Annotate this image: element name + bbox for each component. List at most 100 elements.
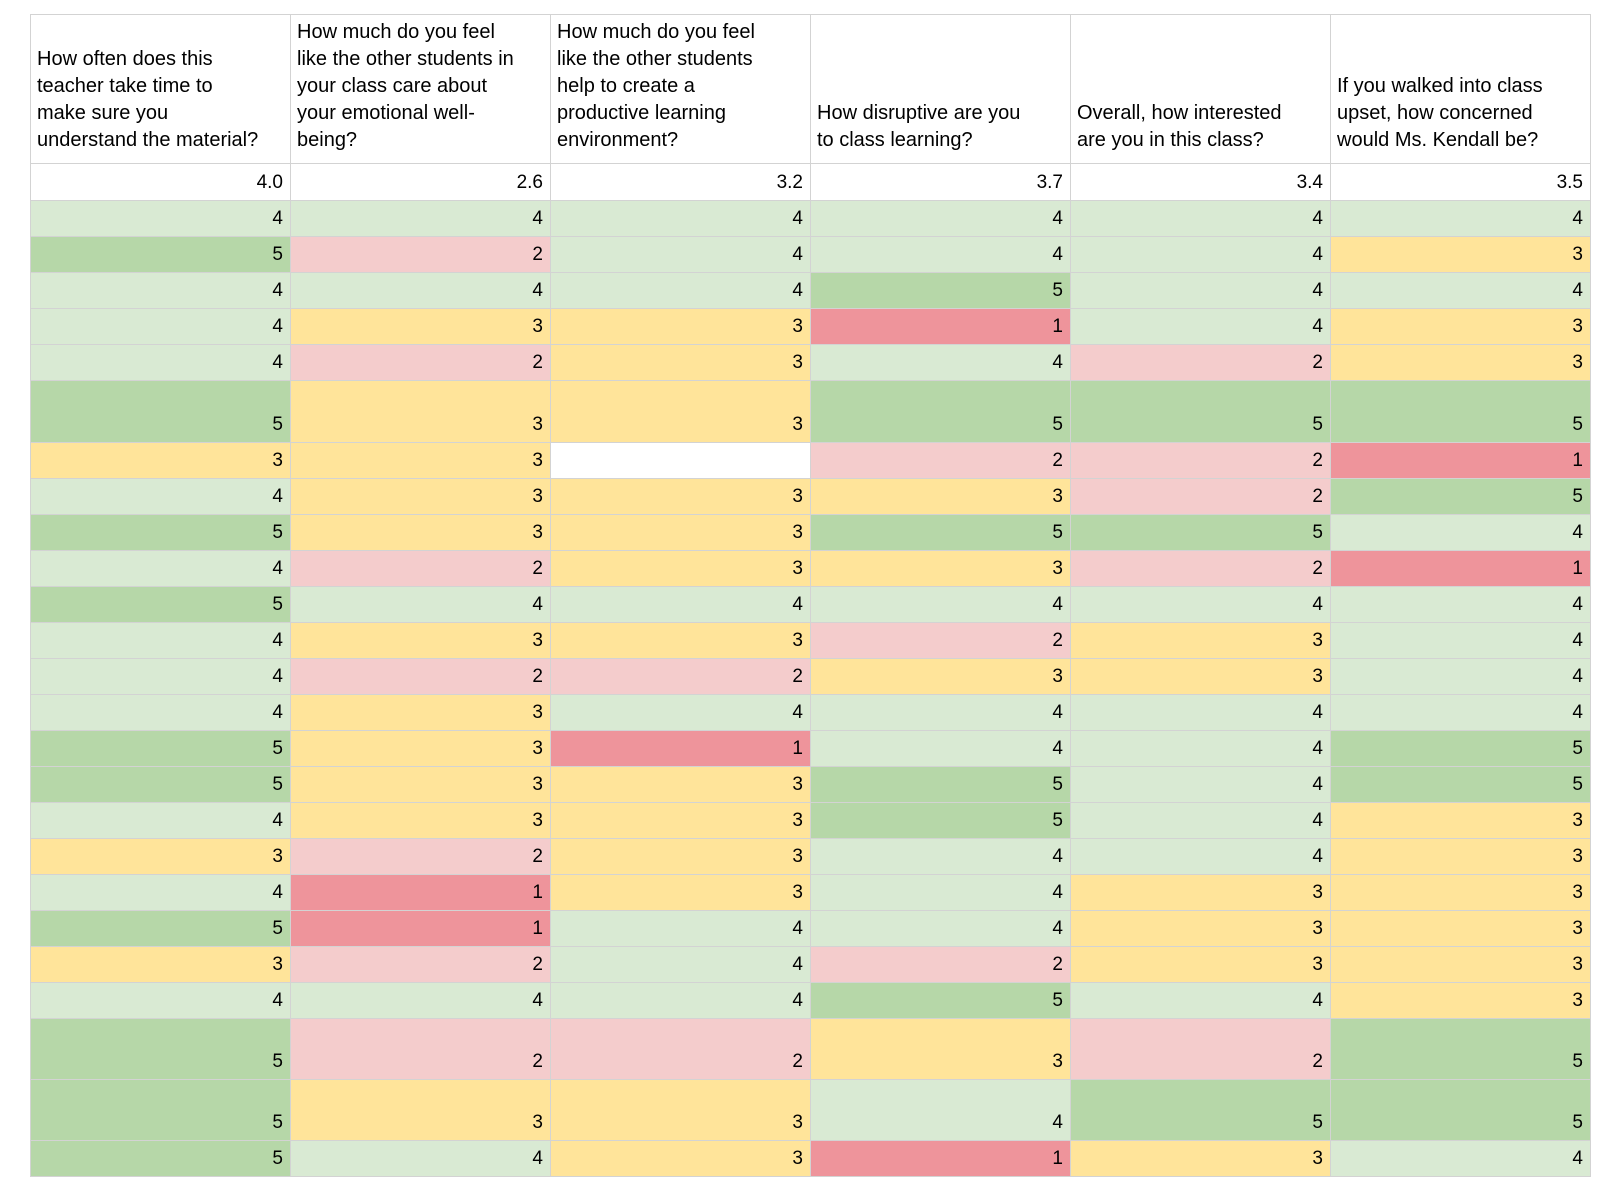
grid-cell[interactable]: 4 <box>30 694 291 731</box>
grid-cell[interactable] <box>550 442 811 479</box>
grid-cell[interactable]: 3 <box>290 380 551 443</box>
grid-cell[interactable]: 3 <box>550 380 811 443</box>
grid-cell[interactable]: 3 <box>1070 874 1331 911</box>
grid-cell[interactable]: 2 <box>290 946 551 983</box>
grid-cell[interactable]: 4 <box>1330 272 1591 309</box>
grid-cell[interactable]: 4 <box>810 236 1071 273</box>
grid-cell[interactable]: 2 <box>290 236 551 273</box>
grid-cell[interactable]: 5 <box>1330 766 1591 803</box>
grid-cell[interactable]: 3 <box>290 478 551 515</box>
average-cell[interactable]: 3.5 <box>1330 163 1591 201</box>
grid-cell[interactable]: 4 <box>1070 766 1331 803</box>
grid-cell[interactable]: 4 <box>810 730 1071 767</box>
grid-cell[interactable]: 4 <box>1070 586 1331 623</box>
column-header-disruptive[interactable]: How disruptive are you to class learning… <box>810 14 1071 164</box>
grid-cell[interactable]: 3 <box>30 946 291 983</box>
grid-cell[interactable]: 3 <box>290 694 551 731</box>
grid-cell[interactable]: 5 <box>30 1018 291 1080</box>
grid-cell[interactable]: 3 <box>1070 622 1331 659</box>
grid-cell[interactable]: 3 <box>550 550 811 587</box>
grid-cell[interactable]: 2 <box>1070 550 1331 587</box>
grid-cell[interactable]: 2 <box>810 622 1071 659</box>
grid-cell[interactable]: 4 <box>290 200 551 237</box>
grid-cell[interactable]: 2 <box>290 550 551 587</box>
grid-cell[interactable]: 3 <box>550 1140 811 1177</box>
grid-cell[interactable]: 4 <box>30 622 291 659</box>
grid-cell[interactable]: 5 <box>810 514 1071 551</box>
grid-cell[interactable]: 4 <box>810 1079 1071 1141</box>
grid-cell[interactable]: 3 <box>30 838 291 875</box>
grid-cell[interactable]: 3 <box>1330 946 1591 983</box>
grid-cell[interactable]: 3 <box>1330 838 1591 875</box>
grid-cell[interactable]: 5 <box>30 380 291 443</box>
grid-cell[interactable]: 4 <box>1070 272 1331 309</box>
grid-cell[interactable]: 4 <box>1330 200 1591 237</box>
grid-cell[interactable]: 3 <box>550 622 811 659</box>
grid-cell[interactable]: 2 <box>550 658 811 695</box>
grid-cell[interactable]: 3 <box>810 550 1071 587</box>
grid-cell[interactable]: 4 <box>1330 586 1591 623</box>
grid-cell[interactable]: 3 <box>290 766 551 803</box>
grid-cell[interactable]: 3 <box>550 514 811 551</box>
grid-cell[interactable]: 3 <box>290 622 551 659</box>
grid-cell[interactable]: 4 <box>30 658 291 695</box>
grid-cell[interactable]: 4 <box>550 910 811 947</box>
grid-cell[interactable]: 4 <box>810 344 1071 381</box>
grid-cell[interactable]: 5 <box>810 766 1071 803</box>
grid-cell[interactable]: 3 <box>810 478 1071 515</box>
column-header-students-care[interactable]: How much do you feel like the other stud… <box>290 14 551 164</box>
grid-cell[interactable]: 4 <box>1330 658 1591 695</box>
grid-cell[interactable]: 3 <box>810 1018 1071 1080</box>
grid-cell[interactable]: 4 <box>1070 730 1331 767</box>
grid-cell[interactable]: 3 <box>30 442 291 479</box>
grid-cell[interactable]: 4 <box>550 200 811 237</box>
grid-cell[interactable]: 3 <box>1070 658 1331 695</box>
grid-cell[interactable]: 3 <box>1330 874 1591 911</box>
grid-cell[interactable]: 3 <box>550 838 811 875</box>
column-header-concerned[interactable]: If you walked into class upset, how conc… <box>1330 14 1591 164</box>
grid-cell[interactable]: 2 <box>810 946 1071 983</box>
average-cell[interactable]: 3.2 <box>550 163 811 201</box>
grid-cell[interactable]: 1 <box>550 730 811 767</box>
grid-cell[interactable]: 3 <box>550 874 811 911</box>
grid-cell[interactable]: 2 <box>1070 442 1331 479</box>
grid-cell[interactable]: 1 <box>1330 442 1591 479</box>
grid-cell[interactable]: 5 <box>810 802 1071 839</box>
grid-cell[interactable]: 4 <box>30 344 291 381</box>
grid-cell[interactable]: 4 <box>1330 1140 1591 1177</box>
grid-cell[interactable]: 3 <box>810 658 1071 695</box>
average-cell[interactable]: 4.0 <box>30 163 291 201</box>
grid-cell[interactable]: 5 <box>1330 1018 1591 1080</box>
grid-cell[interactable]: 3 <box>290 1079 551 1141</box>
grid-cell[interactable]: 4 <box>810 910 1071 947</box>
grid-cell[interactable]: 3 <box>1070 910 1331 947</box>
grid-cell[interactable]: 2 <box>1070 344 1331 381</box>
grid-cell[interactable]: 5 <box>30 766 291 803</box>
grid-cell[interactable]: 4 <box>30 550 291 587</box>
grid-cell[interactable]: 3 <box>290 730 551 767</box>
grid-cell[interactable]: 3 <box>1070 946 1331 983</box>
grid-cell[interactable]: 5 <box>30 730 291 767</box>
column-header-interested[interactable]: Overall, how interested are you in this … <box>1070 14 1331 164</box>
grid-cell[interactable]: 1 <box>810 308 1071 345</box>
grid-cell[interactable]: 3 <box>550 478 811 515</box>
grid-cell[interactable]: 4 <box>550 946 811 983</box>
grid-cell[interactable]: 2 <box>810 442 1071 479</box>
grid-cell[interactable]: 1 <box>810 1140 1071 1177</box>
grid-cell[interactable]: 3 <box>290 308 551 345</box>
grid-cell[interactable]: 4 <box>1070 838 1331 875</box>
grid-cell[interactable]: 4 <box>550 694 811 731</box>
grid-cell[interactable]: 4 <box>550 586 811 623</box>
grid-cell[interactable]: 3 <box>290 442 551 479</box>
average-cell[interactable]: 3.7 <box>810 163 1071 201</box>
grid-cell[interactable]: 3 <box>1330 802 1591 839</box>
grid-cell[interactable]: 4 <box>30 272 291 309</box>
grid-cell[interactable]: 3 <box>290 514 551 551</box>
column-header-understand-material[interactable]: How often does this teacher take time to… <box>30 14 291 164</box>
grid-cell[interactable]: 4 <box>30 308 291 345</box>
grid-cell[interactable]: 4 <box>1330 694 1591 731</box>
grid-cell[interactable]: 1 <box>290 874 551 911</box>
grid-cell[interactable]: 5 <box>1330 478 1591 515</box>
grid-cell[interactable]: 5 <box>30 586 291 623</box>
grid-cell[interactable]: 3 <box>550 308 811 345</box>
